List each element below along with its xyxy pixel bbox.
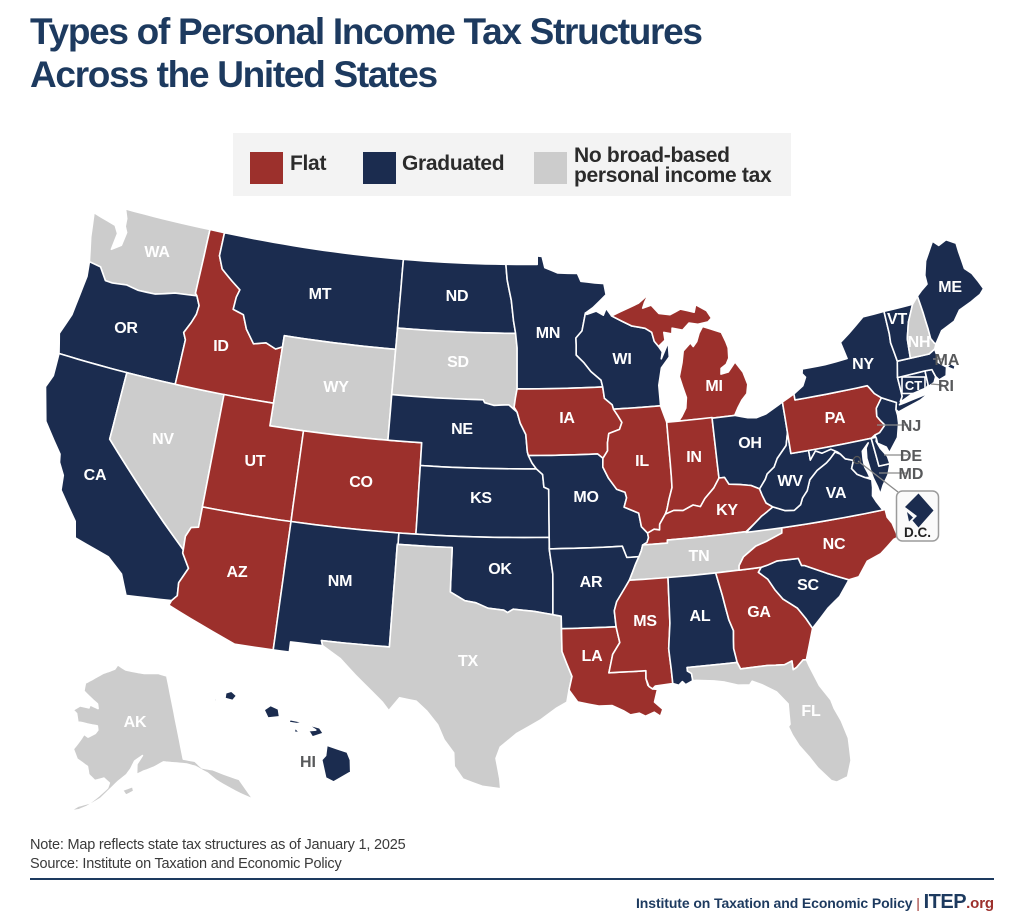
svg-text:NV: NV: [152, 431, 174, 448]
svg-text:NH: NH: [908, 334, 931, 351]
svg-text:TN: TN: [689, 548, 710, 565]
svg-text:PA: PA: [825, 410, 846, 427]
svg-text:WV: WV: [777, 473, 803, 490]
svg-text:MI: MI: [705, 378, 722, 395]
svg-text:MT: MT: [309, 286, 332, 303]
svg-text:SD: SD: [447, 354, 469, 371]
svg-text:LA: LA: [582, 648, 604, 665]
svg-text:OR: OR: [114, 320, 138, 337]
svg-text:ND: ND: [446, 288, 469, 305]
svg-text:DE: DE: [900, 448, 923, 465]
svg-text:OK: OK: [488, 561, 512, 578]
svg-text:D.C.: D.C.: [904, 525, 931, 540]
svg-text:KS: KS: [470, 490, 492, 507]
svg-text:FL: FL: [801, 703, 821, 720]
svg-text:AL: AL: [690, 608, 711, 625]
svg-text:AR: AR: [580, 574, 603, 591]
svg-text:TX: TX: [458, 653, 479, 670]
svg-text:VT: VT: [887, 311, 907, 328]
svg-text:CA: CA: [84, 467, 107, 484]
svg-text:WI: WI: [612, 351, 631, 368]
svg-text:CO: CO: [349, 474, 373, 491]
svg-text:MD: MD: [899, 466, 924, 483]
svg-text:OH: OH: [738, 435, 762, 452]
svg-text:SC: SC: [797, 577, 819, 594]
svg-text:NE: NE: [451, 421, 473, 438]
svg-text:NJ: NJ: [901, 418, 921, 435]
svg-text:WY: WY: [323, 379, 349, 396]
svg-text:WA: WA: [144, 244, 170, 261]
svg-text:KY: KY: [716, 502, 738, 519]
svg-text:MA: MA: [935, 352, 960, 369]
svg-text:CT: CT: [905, 378, 922, 393]
svg-text:VA: VA: [826, 485, 847, 502]
svg-text:IL: IL: [635, 453, 649, 470]
svg-text:RI: RI: [938, 378, 954, 395]
svg-text:NM: NM: [328, 573, 352, 590]
svg-text:NY: NY: [852, 356, 874, 373]
svg-text:ME: ME: [938, 279, 962, 296]
svg-text:NC: NC: [823, 536, 846, 553]
svg-text:ID: ID: [213, 338, 229, 355]
svg-text:MS: MS: [633, 613, 657, 630]
svg-text:HI: HI: [300, 754, 316, 771]
svg-text:AK: AK: [124, 714, 147, 731]
svg-text:GA: GA: [747, 604, 771, 621]
svg-text:MN: MN: [536, 325, 560, 342]
svg-text:IA: IA: [559, 410, 575, 427]
svg-text:IN: IN: [686, 449, 702, 466]
svg-text:AZ: AZ: [227, 564, 248, 581]
svg-text:MO: MO: [573, 489, 598, 506]
svg-text:UT: UT: [245, 453, 266, 470]
